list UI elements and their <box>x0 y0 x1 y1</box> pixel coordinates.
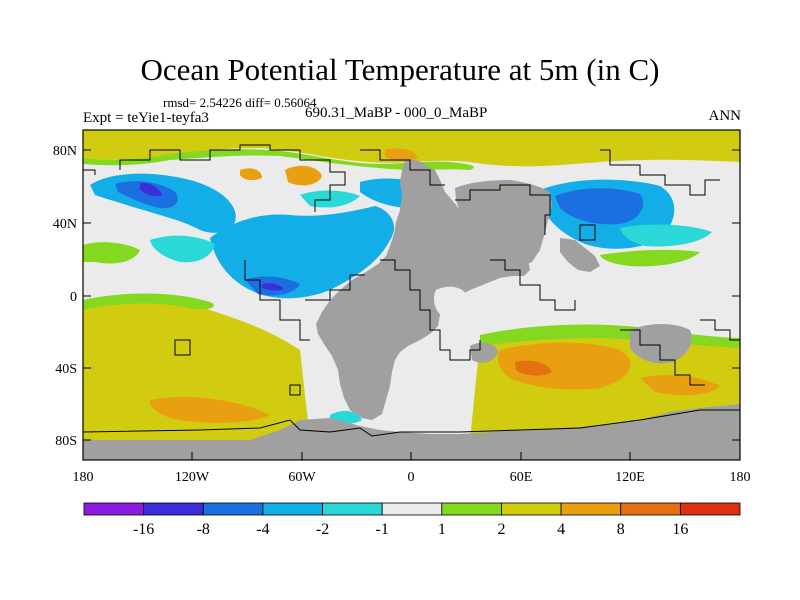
y-tick-label: 80S <box>55 434 77 449</box>
x-tick-label: 120E <box>615 470 645 485</box>
colorbar-label: -4 <box>256 521 269 538</box>
tropical-green-east <box>83 242 140 264</box>
land-antarctica <box>83 404 740 460</box>
tropical-pacific-cold <box>210 206 395 299</box>
land-south-island <box>470 342 498 363</box>
north-yellow-band <box>83 130 740 167</box>
y-tick-label: 80N <box>53 144 77 159</box>
colorbar-label: 2 <box>497 521 505 538</box>
x-tick-label: 0 <box>408 470 415 485</box>
n-pacific-warm <box>240 168 262 181</box>
colorbar-label: -8 <box>197 521 210 538</box>
land-eurasia <box>455 180 552 266</box>
tropical-green-west <box>600 249 700 267</box>
colorbar-swatch <box>83 502 145 516</box>
colorbar-swatch <box>322 502 383 516</box>
x-tick-label: 180 <box>73 470 94 485</box>
colorbar-label: -1 <box>376 521 389 538</box>
colorbar-label: 8 <box>617 521 625 538</box>
arctic-warm <box>385 148 418 162</box>
colorbar-label: 4 <box>557 521 565 538</box>
colorbar-swatch <box>679 502 741 516</box>
s-indian-warm <box>498 342 631 390</box>
figure-title: Ocean Potential Temperature at 5m (in C) <box>140 52 660 87</box>
colorbar-swatch <box>620 502 681 516</box>
x-tick-label: 60E <box>510 470 533 485</box>
x-axis <box>82 452 741 460</box>
y-axis <box>83 149 740 441</box>
colorbar-label: -2 <box>316 521 329 538</box>
colorbar-swatch <box>202 502 264 516</box>
y-tick-label: 0 <box>70 290 77 305</box>
nw-pacific-colder <box>555 188 644 225</box>
n-pacific-coldest <box>140 182 162 197</box>
land-australia-ish <box>630 324 692 364</box>
period-label: 690.31_MaBP - 000_0_MaBP <box>305 105 488 121</box>
land-ocean-gap <box>434 286 468 317</box>
land-east-asia <box>560 238 600 272</box>
colorbar-label: -16 <box>133 521 154 538</box>
colorbar-label: 16 <box>672 521 688 538</box>
y-tick-label: 40N <box>53 217 77 232</box>
experiment-label: Expt = teYie1-teyfa3 <box>83 110 209 126</box>
x-tick-label: 180 <box>730 470 751 485</box>
colorbar-swatch <box>143 502 204 516</box>
south-yellow-band <box>83 301 310 440</box>
n-pacific-colder <box>115 181 178 209</box>
s-pacific-warm-east <box>640 375 720 396</box>
stats-label: rmsd= 2.54226 diff= 0.56064 <box>163 95 317 110</box>
e-pacific-coldest <box>262 283 284 291</box>
colorbar-swatch <box>262 502 323 516</box>
colorbar-swatch <box>501 502 562 516</box>
colorbar: -16 -8 -4 -2 -1 1 2 4 8 16 <box>83 502 741 538</box>
colorbar-swatch <box>381 502 443 516</box>
north-green-strip <box>83 149 474 170</box>
s-pacific-warm <box>149 396 270 423</box>
x-tick-label: 120W <box>175 470 210 485</box>
coastline-outlines <box>83 144 740 437</box>
colorbar-swatch <box>560 502 622 516</box>
y-tick-label: 40S <box>55 362 77 377</box>
w-pacific-cyan <box>620 224 712 247</box>
colorbar-swatch <box>441 502 502 516</box>
tropical-pacific-cyan <box>150 235 215 263</box>
n-atlantic-warm <box>285 165 322 186</box>
south-green-edge <box>83 293 214 310</box>
x-tick-label: 60W <box>288 470 316 485</box>
s-indian-warmer <box>515 360 552 376</box>
season-label: ANN <box>708 108 742 124</box>
colorbar-label: 1 <box>438 521 446 538</box>
